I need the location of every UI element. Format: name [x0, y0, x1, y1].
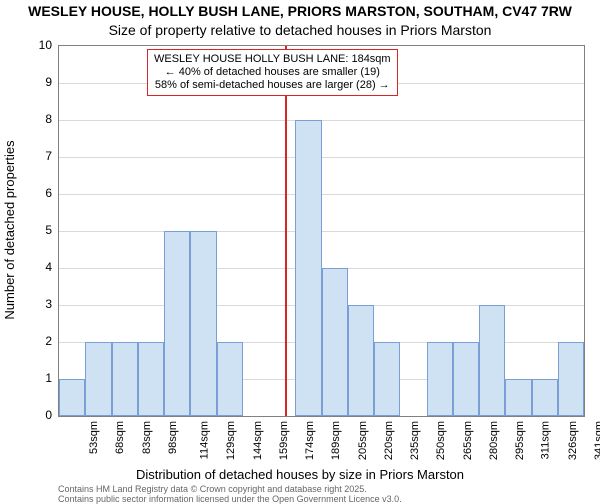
x-tick-label: 250sqm: [435, 421, 447, 460]
y-tick-label: 1: [12, 371, 52, 385]
y-tick-label: 0: [12, 408, 52, 422]
histogram-bar: [348, 305, 374, 416]
x-tick-label: 83sqm: [141, 421, 153, 454]
histogram-bar: [479, 305, 505, 416]
histogram-bar: [112, 342, 138, 416]
histogram-bar: [217, 342, 243, 416]
x-tick-label: 174sqm: [304, 421, 316, 460]
x-tick-label: 114sqm: [198, 421, 210, 459]
histogram-bar: [532, 379, 558, 416]
plot-area: WESLEY HOUSE HOLLY BUSH LANE: 184sqm← 40…: [58, 45, 585, 417]
x-tick-label: 53sqm: [88, 421, 100, 454]
gridline: [59, 157, 584, 158]
info-line: WESLEY HOUSE HOLLY BUSH LANE: 184sqm: [154, 53, 391, 66]
gridline: [59, 120, 584, 121]
x-tick-label: 220sqm: [383, 421, 395, 460]
x-tick-label: 295sqm: [514, 421, 526, 460]
info-line: 58% of semi-detached houses are larger (…: [154, 79, 391, 92]
credits-text: Contains HM Land Registry data © Crown c…: [58, 484, 402, 504]
y-tick-label: 4: [12, 260, 52, 274]
chart-title-line2: Size of property relative to detached ho…: [0, 22, 600, 38]
x-tick-label: 98sqm: [167, 421, 179, 454]
y-tick-label: 6: [12, 186, 52, 200]
y-tick-label: 7: [12, 149, 52, 163]
histogram-bar: [85, 342, 111, 416]
x-tick-label: 235sqm: [409, 421, 421, 460]
histogram-bar: [59, 379, 85, 416]
gridline: [59, 231, 584, 232]
histogram-bar: [558, 342, 584, 416]
x-tick-label: 159sqm: [278, 421, 290, 460]
histogram-bar: [374, 342, 400, 416]
x-tick-label: 265sqm: [462, 421, 474, 460]
histogram-bar: [190, 231, 216, 416]
x-tick-label: 280sqm: [488, 421, 500, 460]
histogram-bar: [453, 342, 479, 416]
histogram-bar: [138, 342, 164, 416]
y-tick-label: 10: [12, 38, 52, 52]
x-tick-label: 326sqm: [567, 421, 579, 460]
y-tick-label: 5: [12, 223, 52, 237]
x-axis-label: Distribution of detached houses by size …: [0, 467, 600, 482]
y-tick-label: 3: [12, 297, 52, 311]
y-tick-label: 9: [12, 75, 52, 89]
info-box: WESLEY HOUSE HOLLY BUSH LANE: 184sqm← 40…: [147, 49, 398, 96]
histogram-bar: [295, 120, 321, 416]
histogram-bar: [164, 231, 190, 416]
x-tick-label: 129sqm: [225, 421, 237, 460]
gridline: [59, 194, 584, 195]
histogram-bar: [427, 342, 453, 416]
x-tick-label: 68sqm: [114, 421, 126, 454]
y-tick-label: 8: [12, 112, 52, 126]
x-tick-label: 205sqm: [357, 421, 369, 460]
histogram-bar: [505, 379, 531, 416]
y-axis-label: Number of detached properties: [2, 140, 17, 319]
info-line: ← 40% of detached houses are smaller (19…: [154, 66, 391, 79]
x-tick-label: 144sqm: [252, 421, 264, 460]
reference-line: [285, 46, 287, 416]
y-tick-label: 2: [12, 334, 52, 348]
histogram-bar: [322, 268, 348, 416]
x-tick-label: 311sqm: [540, 421, 552, 459]
chart-title-line1: WESLEY HOUSE, HOLLY BUSH LANE, PRIORS MA…: [0, 3, 600, 19]
x-tick-label: 189sqm: [330, 421, 342, 460]
x-tick-label: 341sqm: [593, 421, 600, 460]
